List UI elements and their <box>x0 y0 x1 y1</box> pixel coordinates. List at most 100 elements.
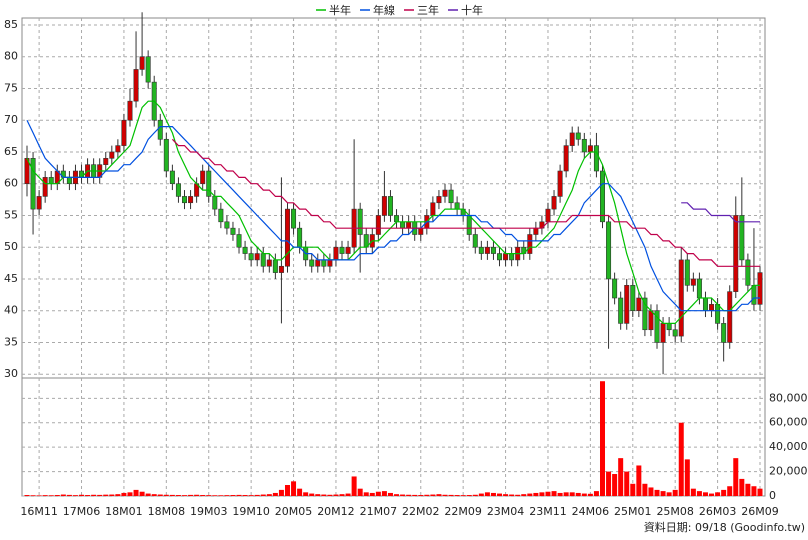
volume-bar <box>291 481 297 496</box>
volume-bar <box>375 491 381 496</box>
volume-bar <box>472 494 478 496</box>
x-tick-label: 17M06 <box>63 505 101 518</box>
x-tick-label: 20M12 <box>317 505 355 518</box>
volume-bar <box>696 491 702 496</box>
candle-body <box>375 215 381 235</box>
volume-bar <box>587 493 593 496</box>
volume-bar <box>351 476 357 496</box>
volume-bar <box>327 494 333 496</box>
candle-body <box>527 234 533 254</box>
volume-bar <box>593 491 599 496</box>
candle-body <box>551 196 557 210</box>
candle-body <box>509 253 515 261</box>
volume-bar <box>30 495 36 496</box>
volume-bar <box>127 492 133 496</box>
volume-bar <box>266 494 272 496</box>
candle-body <box>545 208 551 223</box>
y-tick-label: 55 <box>4 208 18 221</box>
volume-bar <box>394 494 400 496</box>
y-tick-label: 60,000 <box>769 416 808 429</box>
candle-body <box>624 285 630 324</box>
candle-body <box>727 291 733 343</box>
candle-body <box>163 138 169 172</box>
volume-bar <box>212 495 218 496</box>
candle-body <box>436 196 442 204</box>
volume-bar <box>751 486 757 496</box>
volume-bar <box>430 494 436 496</box>
candle-body <box>684 259 690 286</box>
x-tick-label: 23M11 <box>529 505 567 518</box>
volume-bar <box>490 492 496 496</box>
candle-body <box>30 158 36 210</box>
candle-body <box>612 278 618 299</box>
candle-body <box>109 151 115 159</box>
candle-body <box>430 202 436 216</box>
volume-bar <box>484 492 490 496</box>
volume-bar <box>230 495 236 496</box>
candle-body <box>254 253 260 261</box>
volume-bar <box>478 493 484 496</box>
candle-body <box>182 196 188 204</box>
candle-body <box>266 259 272 267</box>
volume-bar <box>442 494 448 496</box>
volume-bar <box>303 492 309 496</box>
candle-body <box>406 221 412 229</box>
volume-bar <box>612 474 618 496</box>
volume-panel <box>21 377 766 497</box>
volume-bar <box>369 492 375 496</box>
volume-bar <box>97 494 103 496</box>
volume-bar <box>169 494 175 496</box>
candle-body <box>715 304 721 324</box>
volume-bar <box>606 471 612 496</box>
y-tick-label: 20,000 <box>769 465 808 478</box>
candle-body <box>339 246 345 254</box>
volume-bar <box>42 495 48 496</box>
volume-bar <box>254 494 260 496</box>
candle-body <box>569 132 575 146</box>
volume-bar <box>151 494 157 496</box>
volume-bar <box>163 494 169 496</box>
y-tick-label: 30 <box>4 367 18 380</box>
volume-bar <box>624 471 630 496</box>
volume-bar <box>466 495 472 496</box>
volume-bar <box>539 492 545 496</box>
volume-bar <box>412 494 418 496</box>
candle-body <box>478 246 484 254</box>
volume-bar <box>527 493 533 496</box>
ma-line <box>171 138 760 267</box>
candle-body <box>587 145 593 153</box>
volume-bar <box>145 493 151 496</box>
volume-bar <box>103 494 109 496</box>
volume-bar <box>690 488 696 496</box>
candle-body <box>309 259 315 267</box>
candle-body <box>284 208 290 267</box>
candle-body <box>593 145 599 172</box>
volume-bar <box>533 492 539 496</box>
x-tick-label: 22M09 <box>444 505 482 518</box>
volume-bar <box>424 494 430 496</box>
volume-bar <box>115 494 121 496</box>
candle-body <box>745 259 751 286</box>
volume-bar <box>654 489 660 496</box>
candle-body <box>739 215 745 261</box>
candle-body <box>315 259 321 267</box>
y-tick-label: 80,000 <box>769 391 808 404</box>
x-tick-label: 26M03 <box>699 505 737 518</box>
volume-bar <box>702 492 708 496</box>
volume-bar <box>648 487 654 496</box>
volume-bar <box>757 488 763 496</box>
volume-bar <box>460 495 466 496</box>
volume-bar <box>678 422 684 496</box>
candle-body <box>188 196 194 204</box>
candle-body <box>394 215 400 223</box>
x-tick-label: 21M07 <box>360 505 398 518</box>
candle-body <box>442 189 448 197</box>
volume-bar <box>272 492 278 496</box>
candle-body <box>400 221 406 229</box>
candle-body <box>696 278 702 299</box>
candle-body <box>42 177 48 197</box>
candle-body <box>690 278 696 286</box>
candle-body <box>381 196 387 216</box>
volume-bar <box>666 492 672 496</box>
